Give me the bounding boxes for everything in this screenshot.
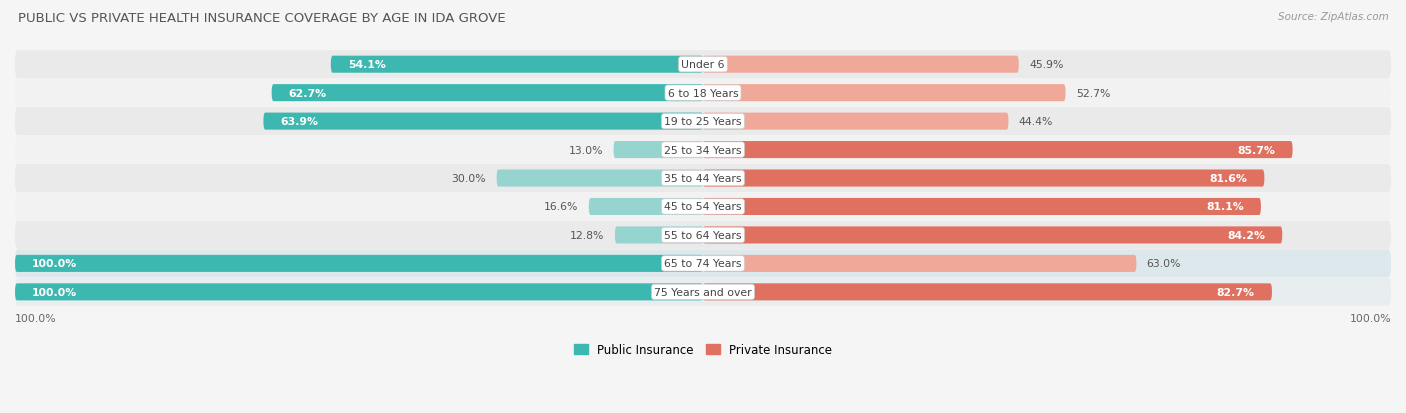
Text: 81.1%: 81.1% (1206, 202, 1244, 212)
FancyBboxPatch shape (589, 199, 703, 216)
Text: 45 to 54 Years: 45 to 54 Years (664, 202, 742, 212)
FancyBboxPatch shape (703, 142, 1292, 159)
FancyBboxPatch shape (263, 113, 703, 131)
FancyBboxPatch shape (703, 199, 1261, 216)
Text: 54.1%: 54.1% (349, 60, 385, 70)
Text: 62.7%: 62.7% (288, 88, 328, 98)
Text: 81.6%: 81.6% (1209, 173, 1247, 184)
Text: 84.2%: 84.2% (1227, 230, 1265, 240)
FancyBboxPatch shape (613, 142, 703, 159)
FancyBboxPatch shape (15, 165, 1391, 192)
Text: 13.0%: 13.0% (569, 145, 603, 155)
FancyBboxPatch shape (15, 80, 1391, 107)
FancyBboxPatch shape (15, 284, 703, 301)
Text: 16.6%: 16.6% (544, 202, 578, 212)
FancyBboxPatch shape (15, 278, 1391, 306)
Text: 100.0%: 100.0% (32, 259, 77, 269)
FancyBboxPatch shape (703, 170, 1264, 187)
FancyBboxPatch shape (15, 193, 1391, 221)
Text: 100.0%: 100.0% (32, 287, 77, 297)
Text: Under 6: Under 6 (682, 60, 724, 70)
Text: 30.0%: 30.0% (451, 173, 486, 184)
FancyBboxPatch shape (614, 227, 703, 244)
Text: Source: ZipAtlas.com: Source: ZipAtlas.com (1278, 12, 1389, 22)
Text: 100.0%: 100.0% (1350, 313, 1391, 323)
Text: 85.7%: 85.7% (1237, 145, 1275, 155)
FancyBboxPatch shape (15, 136, 1391, 164)
FancyBboxPatch shape (15, 250, 1391, 278)
Text: 12.8%: 12.8% (571, 230, 605, 240)
Text: 100.0%: 100.0% (15, 313, 56, 323)
FancyBboxPatch shape (15, 108, 1391, 136)
Legend: Public Insurance, Private Insurance: Public Insurance, Private Insurance (569, 338, 837, 361)
FancyBboxPatch shape (15, 255, 703, 272)
Text: 82.7%: 82.7% (1216, 287, 1254, 297)
Text: 63.9%: 63.9% (281, 117, 319, 127)
Text: PUBLIC VS PRIVATE HEALTH INSURANCE COVERAGE BY AGE IN IDA GROVE: PUBLIC VS PRIVATE HEALTH INSURANCE COVER… (18, 12, 506, 25)
Text: 25 to 34 Years: 25 to 34 Years (664, 145, 742, 155)
Text: 52.7%: 52.7% (1076, 88, 1111, 98)
Text: 35 to 44 Years: 35 to 44 Years (664, 173, 742, 184)
Text: 75 Years and over: 75 Years and over (654, 287, 752, 297)
Text: 45.9%: 45.9% (1029, 60, 1063, 70)
Text: 65 to 74 Years: 65 to 74 Years (664, 259, 742, 269)
FancyBboxPatch shape (703, 227, 1282, 244)
Text: 19 to 25 Years: 19 to 25 Years (664, 117, 742, 127)
FancyBboxPatch shape (703, 255, 1136, 272)
FancyBboxPatch shape (15, 221, 1391, 249)
Text: 63.0%: 63.0% (1147, 259, 1181, 269)
Text: 44.4%: 44.4% (1019, 117, 1053, 127)
Text: 55 to 64 Years: 55 to 64 Years (664, 230, 742, 240)
FancyBboxPatch shape (703, 85, 1066, 102)
FancyBboxPatch shape (330, 57, 703, 74)
FancyBboxPatch shape (703, 113, 1008, 131)
Text: 6 to 18 Years: 6 to 18 Years (668, 88, 738, 98)
FancyBboxPatch shape (703, 57, 1019, 74)
FancyBboxPatch shape (271, 85, 703, 102)
FancyBboxPatch shape (496, 170, 703, 187)
FancyBboxPatch shape (15, 51, 1391, 79)
FancyBboxPatch shape (703, 284, 1272, 301)
